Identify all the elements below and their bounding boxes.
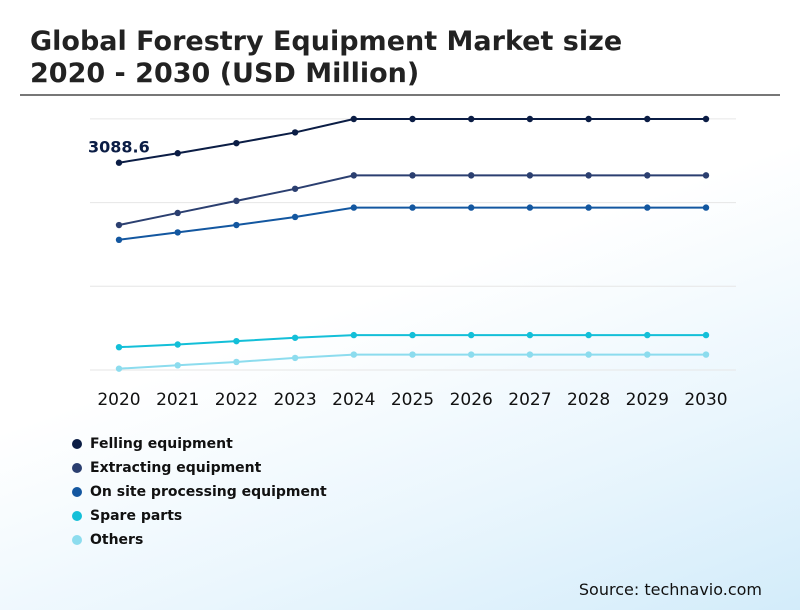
data-point	[468, 204, 475, 211]
data-point	[174, 362, 181, 369]
series-line	[118, 174, 706, 227]
data-point	[585, 351, 592, 358]
x-tick-label: 2025	[391, 390, 434, 410]
legend-item: Spare parts	[72, 504, 327, 528]
x-tick-label: 2020	[97, 390, 140, 410]
chart-legend: Felling equipment Extracting equipment On …	[72, 432, 327, 552]
data-point	[409, 331, 416, 339]
data-point	[644, 331, 651, 339]
data-point	[702, 351, 710, 358]
data-point	[468, 115, 475, 123]
data-point	[468, 172, 475, 179]
source-credit: Source: technavio.com	[578, 580, 762, 599]
data-point	[409, 351, 416, 358]
data-point	[526, 172, 534, 179]
data-point	[585, 331, 592, 339]
data-label: 3088.6	[88, 138, 150, 157]
data-point	[174, 209, 181, 217]
data-point	[526, 115, 534, 123]
data-point	[702, 115, 710, 123]
data-point	[174, 150, 181, 157]
data-point	[526, 331, 534, 339]
data-point	[350, 115, 357, 123]
legend-item: Extracting equipment	[72, 456, 327, 480]
legend-item: Others	[72, 528, 327, 552]
chart-title-line-1: Global Forestry Equipment Market size	[30, 26, 623, 57]
data-point	[115, 221, 123, 229]
legend-swatch	[72, 511, 82, 521]
data-point	[702, 172, 710, 179]
data-point	[644, 115, 651, 123]
data-point	[644, 204, 651, 211]
data-point	[350, 204, 357, 211]
chart-title: Global Forestry Equipment Market size 20…	[30, 26, 622, 90]
legend-swatch	[72, 439, 82, 449]
data-point	[233, 139, 240, 147]
data-point	[115, 365, 123, 372]
data-point	[233, 197, 240, 205]
data-point	[585, 204, 592, 211]
x-tick-label: 2027	[508, 390, 551, 410]
data-point	[291, 185, 299, 192]
x-tick-label: 2021	[156, 390, 199, 410]
data-point	[115, 236, 123, 244]
data-point	[233, 337, 240, 345]
data-point	[115, 159, 123, 166]
data-point	[174, 341, 181, 348]
data-point	[291, 334, 299, 341]
data-point	[291, 213, 299, 221]
data-point	[585, 172, 592, 179]
data-point	[291, 129, 299, 136]
data-point	[526, 204, 534, 211]
data-point	[409, 204, 416, 211]
legend-label: Extracting equipment	[90, 460, 262, 476]
data-point	[350, 172, 357, 179]
data-point	[233, 221, 240, 229]
data-point	[291, 354, 299, 362]
legend-label: On site processing equipment	[90, 484, 327, 500]
line-chart: 2020 2021 2022 2023 2024 2025 2026 2027 2028 2029…	[88, 115, 736, 410]
data-point	[585, 115, 592, 123]
x-tick-label: 2023	[273, 390, 316, 410]
data-point	[468, 331, 475, 339]
data-point	[350, 351, 357, 358]
data-point	[115, 343, 123, 351]
legend-label: Spare parts	[90, 508, 183, 524]
data-point	[526, 351, 534, 358]
legend-swatch	[72, 463, 82, 473]
title-divider	[20, 94, 780, 96]
data-point	[702, 204, 710, 211]
data-point	[468, 351, 475, 358]
data-point	[644, 351, 651, 358]
x-tick-label: 2028	[567, 390, 610, 410]
data-point	[644, 172, 651, 179]
series-line	[118, 206, 706, 241]
series-line	[118, 118, 706, 164]
data-point	[702, 331, 710, 339]
legend-item: Felling equipment	[72, 432, 327, 456]
data-point	[233, 358, 240, 366]
legend-swatch	[72, 487, 82, 497]
legend-label: Felling equipment	[90, 436, 233, 452]
x-tick-label: 2022	[215, 390, 258, 410]
legend-swatch	[72, 535, 82, 545]
legend-item: On site processing equipment	[72, 480, 327, 504]
data-point	[409, 172, 416, 179]
data-point	[350, 331, 357, 339]
x-tick-label: 2024	[332, 390, 375, 410]
data-point	[409, 115, 416, 123]
chart-title-line-2: 2020 - 2030 (USD Million)	[30, 58, 420, 89]
x-tick-label: 2026	[450, 390, 493, 410]
x-tick-label: 2029	[626, 390, 669, 410]
data-point	[174, 229, 181, 236]
x-tick-label: 2030	[684, 390, 727, 410]
legend-label: Others	[90, 532, 144, 548]
